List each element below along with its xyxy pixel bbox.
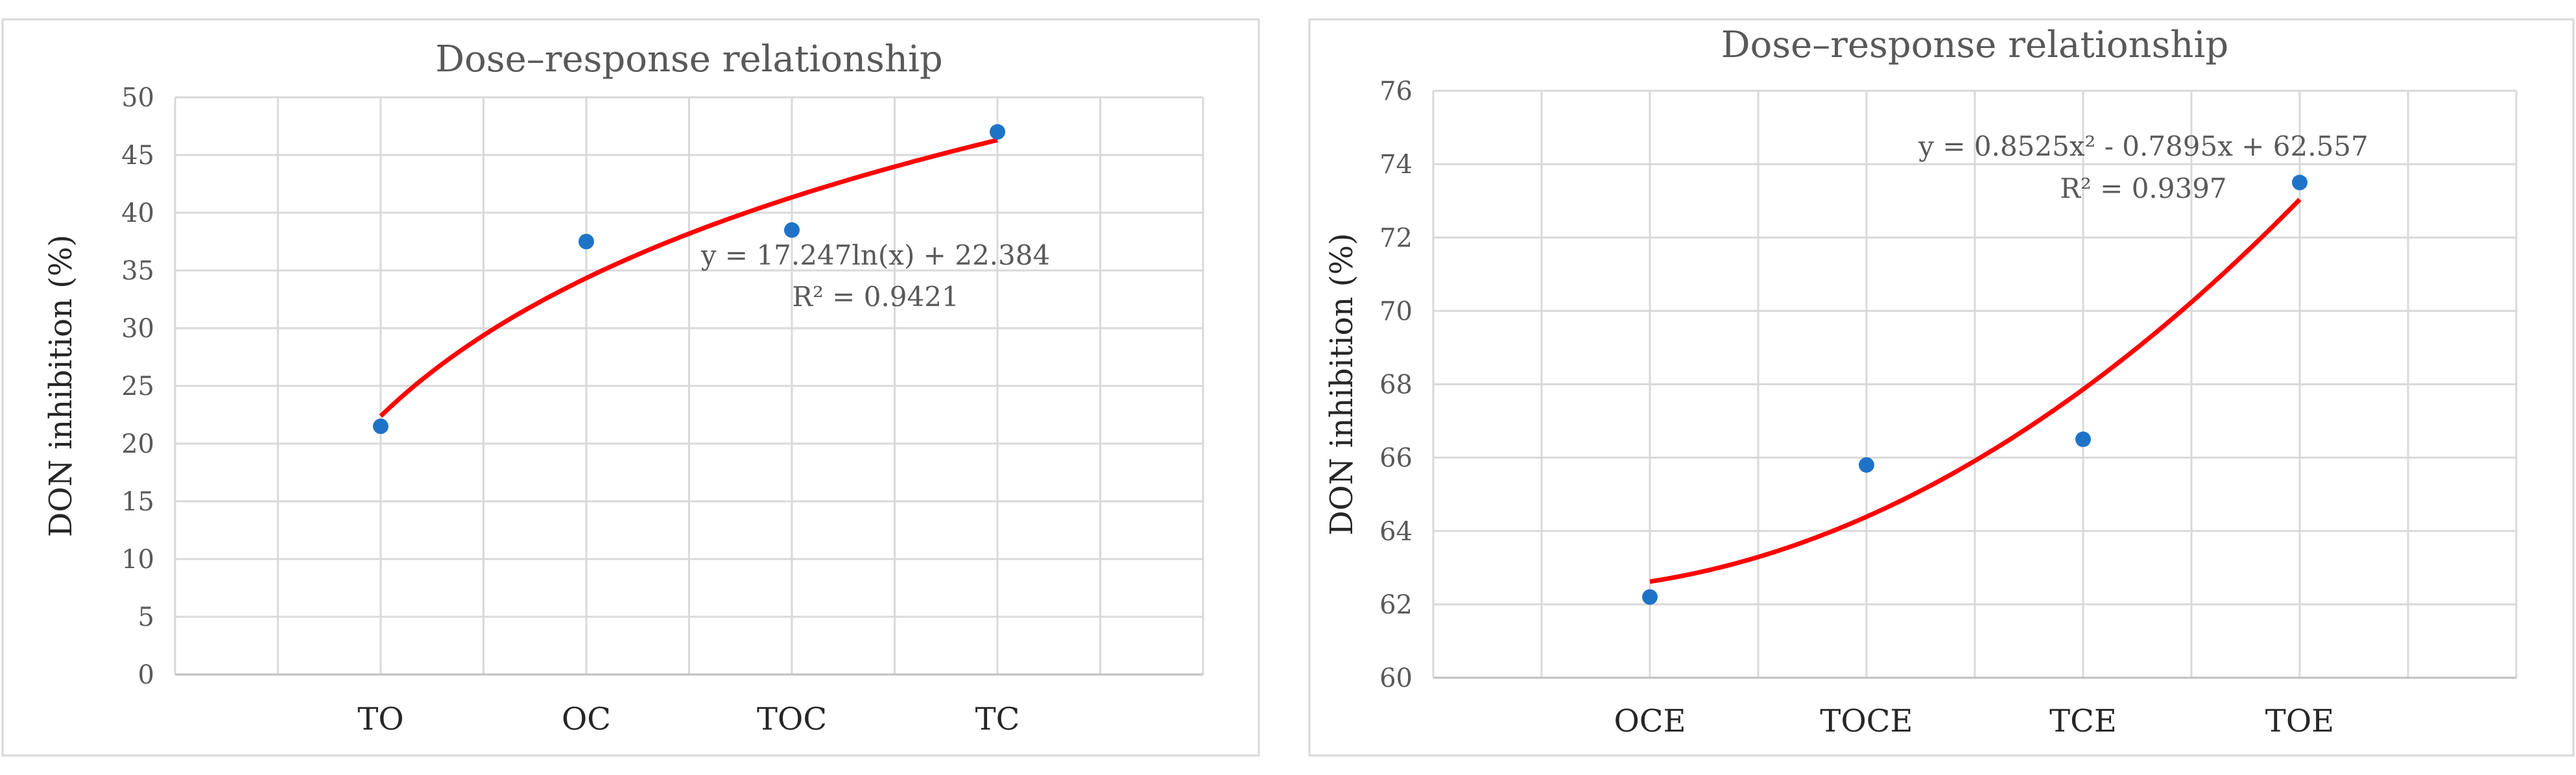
y-tick-label: 60 (1379, 663, 1413, 693)
chart-right: 60 62 64 66 68 70 72 74 76 OCE TOCE TCE TOE Dose–resp… (1308, 18, 2575, 757)
data-point (578, 233, 594, 250)
y-tick-label: 70 (1379, 296, 1413, 326)
data-point (990, 124, 1005, 140)
y-axis-title: DON inhibition (%) (43, 235, 79, 537)
y-tick-label: 5 (138, 602, 154, 632)
y-tick-label: 40 (121, 198, 154, 228)
chart-border (1, 18, 1260, 757)
x-category-label: OC (562, 701, 611, 737)
y-tick-label: 10 (121, 545, 154, 575)
y-tick-label: 64 (1379, 517, 1413, 547)
trendline-r-squared: R² = 0.9397 (2060, 173, 2226, 204)
data-point (1859, 457, 1874, 473)
y-tick-label: 25 (121, 372, 154, 401)
chart-left: 0 5 10 15 20 25 30 35 40 45 50 TO OC TOC TC Dose–respon… (1, 18, 1260, 757)
chart-title: Dose–response relationship (1721, 24, 2228, 66)
data-point (2075, 431, 2091, 447)
chart-panel-right: 60 62 64 66 68 70 72 74 76 OCE TOCE TCE TOE Dose–resp… (1307, 0, 2576, 775)
chart-panel-left: 0 5 10 15 20 25 30 35 40 45 50 TO OC TOC TC Dose–respon… (0, 0, 1261, 775)
y-tick-label: 50 (121, 83, 154, 113)
data-point (2292, 174, 2308, 191)
y-tick-label: 68 (1379, 370, 1413, 400)
chart-border (1308, 18, 2575, 757)
y-tick-label: 62 (1379, 590, 1413, 620)
y-tick-label: 72 (1379, 223, 1413, 253)
y-tick-label: 66 (1379, 444, 1413, 473)
y-tick-label: 15 (121, 487, 154, 517)
x-category-label: TC (975, 701, 1020, 737)
x-category-label: TOC (757, 701, 827, 737)
trendline-equation: y = 0.8525x² - 0.7895x + 62.557 (1918, 130, 2368, 162)
y-tick-label: 0 (138, 660, 154, 690)
x-category-label: TOCE (1820, 703, 1913, 739)
y-axis-title: DON inhibition (%) (1324, 233, 1360, 535)
trendline (1649, 198, 2302, 584)
y-tick-label: 45 (121, 141, 154, 171)
data-point (784, 222, 800, 238)
x-category-label: TOE (2265, 703, 2334, 739)
y-tick-label: 20 (121, 429, 154, 459)
data-point (373, 418, 388, 435)
trendline-equation: y = 17.247ln(x) + 22.384 (700, 239, 1050, 271)
x-category-label: OCE (1614, 703, 1686, 739)
y-tick-label: 35 (121, 256, 154, 286)
y-tick-label: 30 (121, 314, 154, 344)
gridlines (174, 96, 1204, 676)
y-tick-label: 74 (1379, 150, 1413, 180)
data-point (1642, 589, 1658, 605)
chart-title: Dose–response relationship (435, 38, 942, 80)
y-tick-label: 76 (1379, 77, 1413, 106)
trendline (379, 137, 998, 418)
x-category-label: TCE (2049, 703, 2117, 739)
x-category-label: TO (357, 701, 403, 737)
trendline-r-squared: R² = 0.9421 (792, 281, 959, 313)
